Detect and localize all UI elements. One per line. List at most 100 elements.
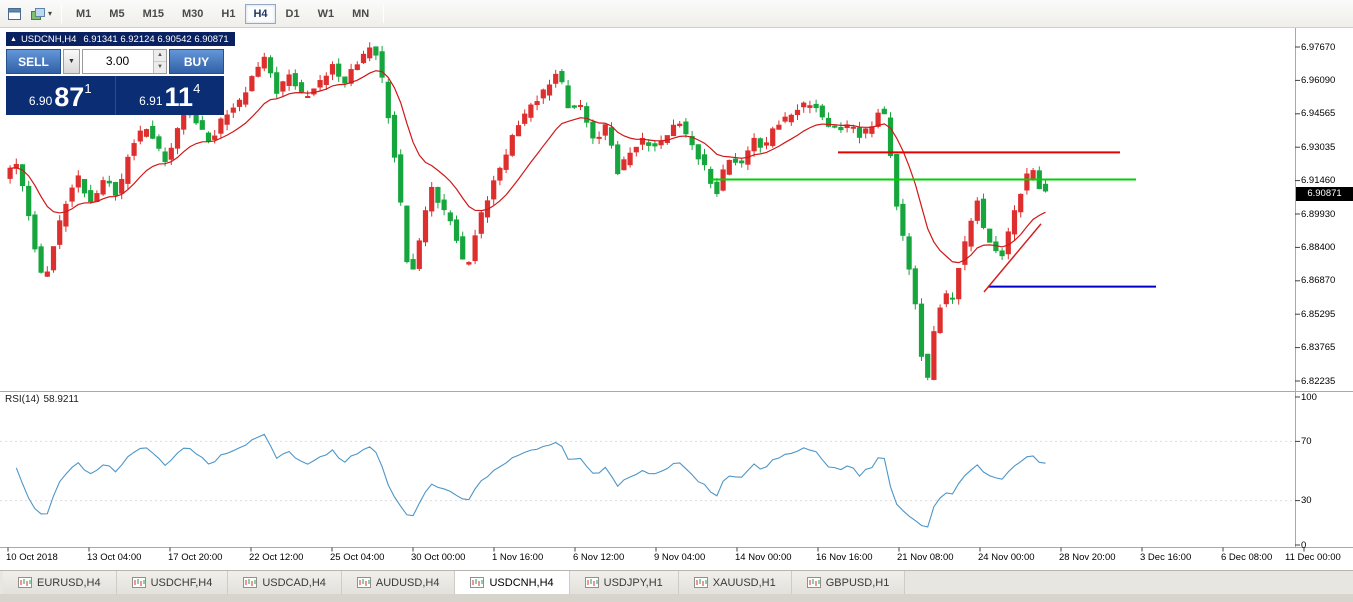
- timeframe-h4-button[interactable]: H4: [245, 3, 276, 24]
- time-axis-label: 6 Nov 12:00: [573, 552, 625, 563]
- time-axis-label: 28 Nov 20:00: [1059, 552, 1116, 563]
- timeframe-d1-button[interactable]: D1: [285, 7, 300, 20]
- rsi-axis-label: 70: [1301, 435, 1312, 447]
- ma-line: [10, 70, 1046, 264]
- chart-tab-usdcnh[interactable]: USDCNH,H4: [455, 571, 570, 594]
- price-axis-label: 6.91460: [1301, 175, 1336, 187]
- time-axis-label: 3 Dec 16:00: [1140, 552, 1192, 563]
- time-axis-label: 13 Oct 04:00: [87, 552, 142, 563]
- time-axis-label: 6 Dec 08:00: [1221, 552, 1273, 563]
- volume-decrease-button[interactable]: ▼: [154, 62, 166, 73]
- price-axis-label: 6.82235: [1301, 375, 1336, 387]
- bid-price[interactable]: 6.90 87 1: [6, 76, 115, 115]
- time-axis-label: 25 Oct 04:00: [330, 552, 385, 563]
- time-axis-label: 17 Oct 20:00: [168, 552, 223, 563]
- timeframe-w1-button[interactable]: W1: [317, 7, 335, 20]
- mini-chart-icon: [470, 577, 485, 588]
- mini-chart-icon: [131, 577, 146, 588]
- time-axis-label: 1 Nov 16:00: [492, 552, 544, 563]
- ask-big-digits: 11: [164, 82, 194, 113]
- timeframe-h1-button[interactable]: H1: [221, 7, 236, 20]
- chart-tab-xauusd[interactable]: XAUUSD,H1: [678, 571, 792, 594]
- volume-spinner: ▲ ▼: [153, 50, 166, 73]
- time-axis-label: 21 Nov 08:00: [897, 552, 954, 563]
- ask-price[interactable]: 6.91 11 4: [114, 76, 225, 115]
- time-axis-label: 16 Nov 16:00: [816, 552, 873, 563]
- price-axis-label: 6.89930: [1301, 208, 1336, 220]
- price-axis: 6.97670 6.96090 6.94565 6.93035 6.91460 6.899…: [1297, 28, 1353, 570]
- timeframe-mn-button[interactable]: MN: [352, 7, 370, 20]
- trendline-red-support[interactable]: [983, 223, 1042, 293]
- mini-chart-icon: [243, 577, 258, 588]
- mini-chart-icon: [693, 577, 708, 588]
- chart-area: ▲ USDCNH,H4 6.91341 6.92124 6.90542 6.90…: [0, 28, 1353, 570]
- price-axis-label: 6.83765: [1301, 342, 1336, 354]
- chart-symbol-label: USDCNH,H4: [20, 33, 77, 45]
- dropdown-arrow-icon: ▼: [68, 58, 75, 65]
- sell-button[interactable]: SELL: [6, 49, 61, 74]
- ask-prefix: 6.91: [139, 94, 163, 108]
- templates-button[interactable]: ▾: [26, 3, 56, 25]
- time-axis-label: 30 Oct 00:00: [411, 552, 466, 563]
- volume-input[interactable]: 3.00 ▲ ▼: [82, 49, 167, 74]
- time-axis-label: 24 Nov 00:00: [978, 552, 1035, 563]
- mini-chart-icon: [584, 577, 599, 588]
- time-axis-label: 9 Nov 04:00: [654, 552, 706, 563]
- volume-increase-button[interactable]: ▲: [154, 50, 166, 62]
- chart-canvas[interactable]: [0, 28, 1353, 570]
- window-bottom-strip: [0, 594, 1353, 602]
- mini-chart-icon: [18, 577, 32, 588]
- chart-tab-gbpusd[interactable]: GBPUSD,H1: [791, 571, 906, 594]
- dropdown-arrow-icon: ▾: [48, 9, 53, 18]
- rsi-label: RSI(14): [5, 394, 40, 405]
- timeframe-buttons: M1 M5 M15 M30 H1 H4 D1 W1 MN: [67, 3, 378, 24]
- ask-pip-fraction: 4: [193, 81, 201, 96]
- candles: [7, 42, 1049, 381]
- price-axis-label: 6.97670: [1301, 41, 1336, 53]
- rsi-axis-label: 0: [1301, 539, 1307, 551]
- price-axis-label: 6.94565: [1301, 108, 1336, 120]
- buy-button[interactable]: BUY: [169, 49, 224, 74]
- chart-tab-eurusd[interactable]: EURUSD,H4: [3, 571, 117, 594]
- timeframe-m5-button[interactable]: M5: [109, 7, 125, 20]
- mini-chart-icon: [356, 577, 371, 588]
- volume-value: 3.00: [105, 54, 130, 68]
- timeframe-m1-button[interactable]: M1: [76, 7, 92, 20]
- templates-icon: [31, 7, 45, 20]
- collapse-arrow-icon[interactable]: ▲: [10, 35, 17, 43]
- rsi-line: [15, 433, 1046, 528]
- chart-title-bar: ▲ USDCNH,H4 6.91341 6.92124 6.90542 6.90…: [6, 32, 235, 46]
- rsi-axis-label: 100: [1301, 391, 1317, 403]
- chart-tab-audusd[interactable]: AUDUSD,H4: [341, 571, 456, 594]
- timeframe-m30-button[interactable]: M30: [181, 7, 204, 20]
- time-axis-label: 14 Nov 00:00: [735, 552, 792, 563]
- chart-tab-bar: EURUSD,H4 USDCHF,H4 USDCAD,H4 AUDUSD,H4 USDC…: [0, 570, 1353, 594]
- window-icon: [8, 7, 21, 20]
- toolbar-separator: [383, 4, 385, 23]
- price-axis-label: 6.88400: [1301, 241, 1336, 253]
- timeframe-toolbar: ▾ M1 M5 M15 M30 H1 H4 D1 W1 MN: [0, 0, 1353, 28]
- chart-tab-usdchf[interactable]: USDCHF,H4: [116, 571, 229, 594]
- bid-big-digits: 87: [54, 82, 85, 113]
- rsi-value: 58.9211: [43, 394, 79, 405]
- chart-tab-usdcad[interactable]: USDCAD,H4: [228, 571, 342, 594]
- price-axis-label: 6.86870: [1301, 275, 1336, 287]
- toolbar-separator: [61, 4, 63, 23]
- chart-tab-usdjpy[interactable]: USDJPY,H1: [569, 571, 679, 594]
- price-axis-label: 6.96090: [1301, 74, 1336, 86]
- current-price-badge: 6.90871: [1296, 187, 1353, 202]
- timeframe-m15-button[interactable]: M15: [142, 7, 164, 20]
- rsi-caption: RSI(14) 58.9211: [5, 394, 83, 405]
- trade-controls-row: SELL ▼ 3.00 ▲ ▼ BUY: [6, 49, 224, 74]
- bid-prefix: 6.90: [28, 94, 53, 108]
- time-axis-label: 10 Oct 2018: [6, 552, 58, 563]
- chart-window-button[interactable]: [3, 3, 26, 25]
- price-axis-label: 6.93035: [1301, 141, 1336, 153]
- time-axis-label: 11 Dec 00:00: [1285, 552, 1341, 563]
- bid-pip-fraction: 1: [84, 81, 92, 96]
- quote-row: 6.90 87 1 6.91 11 4: [6, 76, 224, 115]
- mini-chart-icon: [806, 577, 821, 588]
- rsi-axis-label: 30: [1301, 495, 1312, 507]
- order-type-dropdown[interactable]: ▼: [63, 49, 80, 74]
